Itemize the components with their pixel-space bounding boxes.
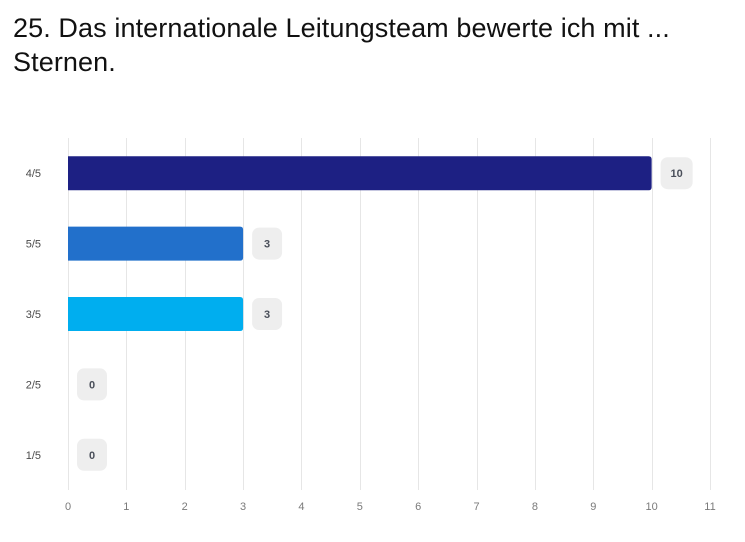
- value-labels: 10 3 3 0 0: [77, 157, 693, 471]
- category-label: 2/5: [26, 379, 41, 391]
- value-label: 3: [264, 239, 270, 251]
- x-tick-label: 7: [473, 501, 479, 513]
- x-tick-label: 6: [415, 501, 421, 513]
- category-label: 4/5: [26, 168, 41, 180]
- value-label-box: [77, 438, 107, 471]
- value-label: 3: [264, 309, 270, 321]
- x-axis-ticks: 0 1 2 3 4 5 6 7 8 9 10 11: [65, 501, 716, 513]
- value-label-box: [252, 227, 283, 260]
- bars: [68, 156, 652, 331]
- category-label: 5/5: [26, 239, 41, 251]
- value-label: 0: [89, 450, 95, 462]
- x-tick-label: 1: [123, 501, 129, 513]
- grid-lines: [68, 138, 711, 490]
- x-tick-label: 3: [240, 501, 246, 513]
- x-tick-label: 9: [590, 501, 596, 513]
- x-tick-label: 5: [357, 501, 363, 513]
- chart-title: 25. Das internationale Leitungsteam bewe…: [13, 13, 670, 77]
- x-tick-label: 0: [65, 501, 71, 513]
- value-label-box: [252, 298, 283, 330]
- x-tick-label: 11: [704, 501, 715, 513]
- x-tick-label: 10: [646, 501, 658, 513]
- value-label: 0: [89, 379, 95, 391]
- bar[interactable]: [68, 226, 244, 261]
- value-label-box: [77, 368, 107, 401]
- x-tick-label: 2: [182, 501, 188, 513]
- value-label: 10: [671, 168, 683, 180]
- x-tick-label: 8: [532, 501, 538, 513]
- value-label-box: [660, 157, 693, 190]
- x-tick-label: 4: [298, 501, 304, 513]
- y-axis-categories: 4/5 5/5 3/5 2/5 1/5: [26, 168, 41, 462]
- bar[interactable]: [68, 156, 652, 191]
- category-label: 1/5: [26, 450, 41, 462]
- bar[interactable]: [68, 297, 244, 331]
- category-label: 3/5: [26, 309, 41, 321]
